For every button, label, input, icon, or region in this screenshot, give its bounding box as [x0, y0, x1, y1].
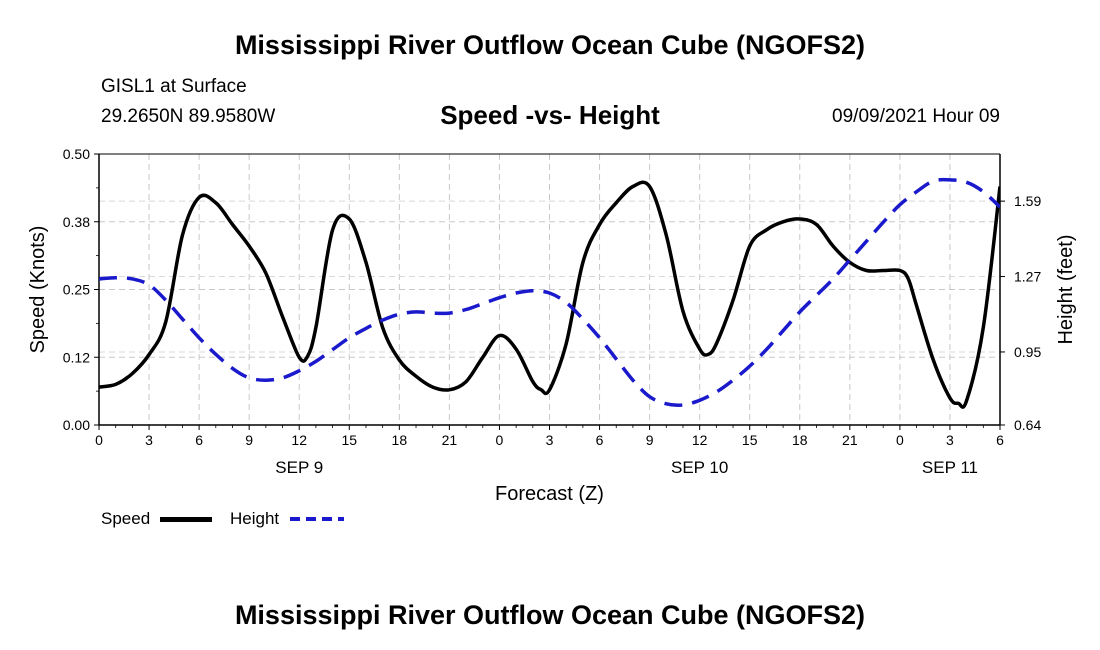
y-axis-title-left: Speed (Knots): [27, 226, 49, 354]
y-tick-label: 0.25: [63, 282, 90, 298]
page-title: Mississippi River Outflow Ocean Cube (NG…: [234, 30, 866, 60]
x-tick-label: 15: [742, 432, 758, 448]
x-tick-label: 15: [341, 432, 357, 448]
x-tick-label: 0: [496, 432, 504, 448]
day-label: SEP 10: [671, 458, 728, 477]
x-tick-label: 0: [95, 432, 103, 448]
day-label: SEP 11: [922, 458, 978, 477]
y2-tick-label: 0.64: [1014, 417, 1041, 433]
y-tick-label: 0.12: [63, 349, 90, 365]
x-tick-label: 9: [245, 432, 253, 448]
y-tick-label: 0.38: [63, 214, 90, 230]
speed-series-line: [99, 180, 1000, 409]
x-tick-label: 6: [996, 432, 1004, 448]
forecast-datetime: 09/09/2021 Hour 09: [832, 106, 1000, 127]
day-label: SEP 9: [275, 458, 323, 477]
chart-subtitle: Speed -vs- Height: [440, 100, 660, 130]
station-name: GISL1 at Surface: [101, 76, 247, 97]
legend-height-label: Height: [230, 509, 280, 528]
page-footer-title: Mississippi River Outflow Ocean Cube (NG…: [234, 600, 866, 630]
x-axis-title: Forecast (Z): [495, 483, 604, 505]
x-tick-label: 0: [896, 432, 904, 448]
legend-speed-swatch: [160, 517, 212, 522]
y2-tick-label: 1.27: [1014, 269, 1041, 285]
x-tick-label: 3: [145, 432, 153, 448]
station-coordinates: 29.2650N 89.9580W: [101, 106, 276, 127]
legend-height-swatch: [290, 517, 344, 521]
x-tick-label: 18: [792, 432, 808, 448]
y2-tick-label: 0.95: [1014, 344, 1041, 360]
x-tick-label: 3: [946, 432, 954, 448]
x-tick-label: 12: [692, 432, 708, 448]
x-tick-label: 21: [442, 432, 458, 448]
y-tick-label: 0.50: [63, 146, 90, 162]
y-axis-title-right: Height (feet): [1055, 234, 1077, 344]
x-tick-label: 9: [646, 432, 654, 448]
x-tick-label: 12: [291, 432, 307, 448]
x-tick-label: 18: [392, 432, 408, 448]
legend-speed-label: Speed: [101, 509, 151, 528]
x-tick-label: 6: [596, 432, 604, 448]
y2-tick-label: 1.59: [1014, 193, 1041, 209]
x-tick-label: 3: [546, 432, 554, 448]
x-tick-label: 21: [842, 432, 858, 448]
height-series-line: [99, 177, 1000, 408]
x-tick-label: 6: [195, 432, 203, 448]
y-tick-label: 0.00: [63, 417, 90, 433]
